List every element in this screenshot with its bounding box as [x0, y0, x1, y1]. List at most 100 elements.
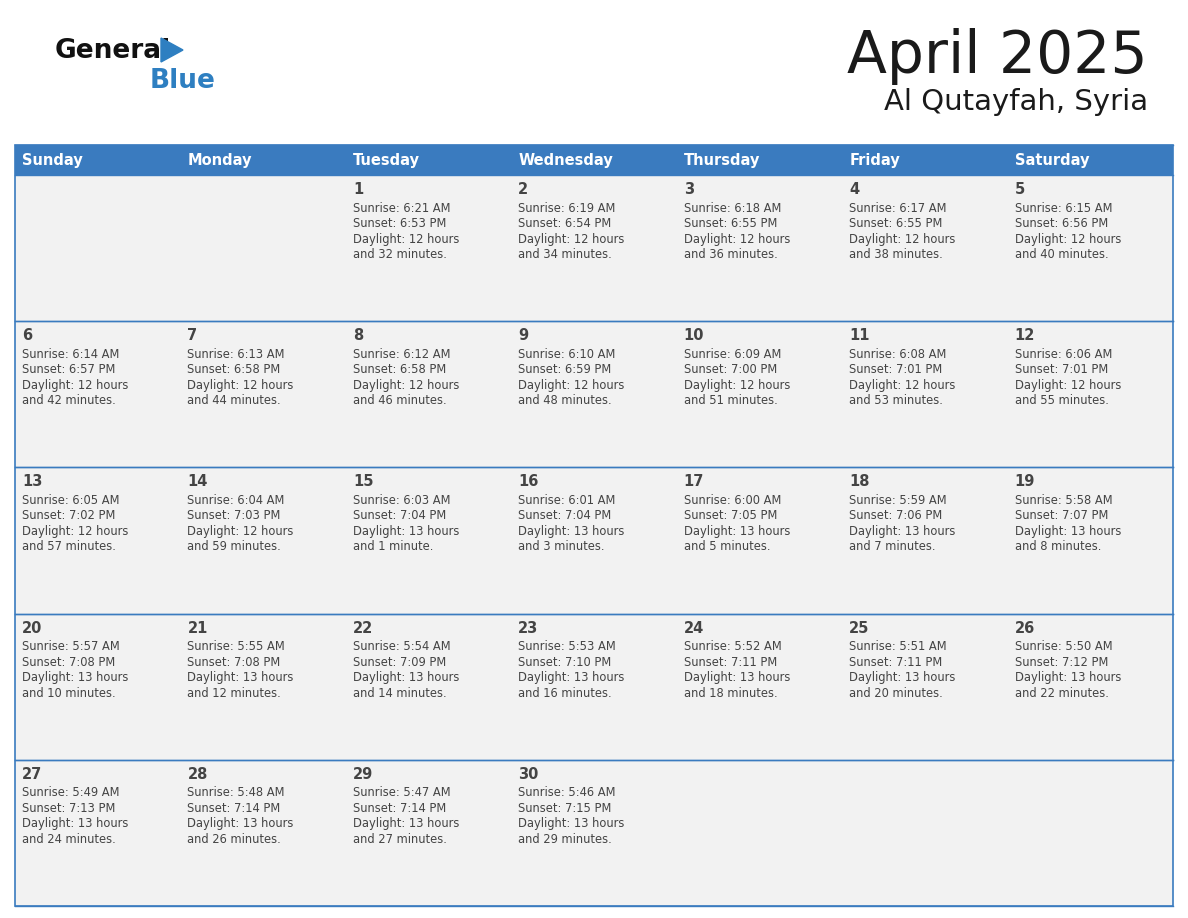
Text: 22: 22	[353, 621, 373, 635]
Text: Sunrise: 6:17 AM: Sunrise: 6:17 AM	[849, 201, 947, 215]
Text: Sunset: 7:07 PM: Sunset: 7:07 PM	[1015, 509, 1108, 522]
Text: and 55 minutes.: and 55 minutes.	[1015, 394, 1108, 408]
Text: Sunrise: 5:51 AM: Sunrise: 5:51 AM	[849, 640, 947, 653]
Text: Sunrise: 5:50 AM: Sunrise: 5:50 AM	[1015, 640, 1112, 653]
Text: 27: 27	[23, 767, 43, 782]
Text: Daylight: 12 hours: Daylight: 12 hours	[518, 379, 625, 392]
Text: Sunrise: 6:18 AM: Sunrise: 6:18 AM	[684, 201, 781, 215]
Text: and 14 minutes.: and 14 minutes.	[353, 687, 447, 700]
Text: and 44 minutes.: and 44 minutes.	[188, 394, 282, 408]
Text: Sunday: Sunday	[23, 152, 83, 167]
Text: Al Qutayfah, Syria: Al Qutayfah, Syria	[884, 88, 1148, 116]
Text: and 10 minutes.: and 10 minutes.	[23, 687, 115, 700]
Text: 6: 6	[23, 329, 32, 343]
Text: Daylight: 13 hours: Daylight: 13 hours	[684, 525, 790, 538]
Text: 4: 4	[849, 182, 859, 197]
Text: Sunset: 6:55 PM: Sunset: 6:55 PM	[849, 217, 942, 230]
Text: 12: 12	[1015, 329, 1035, 343]
Text: 25: 25	[849, 621, 870, 635]
Text: 18: 18	[849, 475, 870, 489]
Text: 20: 20	[23, 621, 43, 635]
Text: Sunset: 7:04 PM: Sunset: 7:04 PM	[518, 509, 612, 522]
Text: and 3 minutes.: and 3 minutes.	[518, 541, 605, 554]
Text: Sunset: 6:55 PM: Sunset: 6:55 PM	[684, 217, 777, 230]
Text: Sunset: 7:02 PM: Sunset: 7:02 PM	[23, 509, 115, 522]
Text: 28: 28	[188, 767, 208, 782]
Text: Daylight: 12 hours: Daylight: 12 hours	[518, 232, 625, 245]
Text: Sunrise: 5:53 AM: Sunrise: 5:53 AM	[518, 640, 617, 653]
Text: Thursday: Thursday	[684, 152, 760, 167]
Text: and 26 minutes.: and 26 minutes.	[188, 833, 282, 845]
Text: Monday: Monday	[188, 152, 252, 167]
Text: Sunrise: 5:46 AM: Sunrise: 5:46 AM	[518, 787, 615, 800]
Text: Sunset: 6:58 PM: Sunset: 6:58 PM	[353, 364, 447, 376]
Text: Sunrise: 5:48 AM: Sunrise: 5:48 AM	[188, 787, 285, 800]
Text: Sunset: 7:05 PM: Sunset: 7:05 PM	[684, 509, 777, 522]
Text: 21: 21	[188, 621, 208, 635]
Text: 23: 23	[518, 621, 538, 635]
Text: and 51 minutes.: and 51 minutes.	[684, 394, 777, 408]
Text: Sunset: 7:08 PM: Sunset: 7:08 PM	[188, 655, 280, 668]
Text: General: General	[55, 38, 171, 64]
Text: Sunrise: 6:09 AM: Sunrise: 6:09 AM	[684, 348, 781, 361]
Text: Sunset: 7:01 PM: Sunset: 7:01 PM	[1015, 364, 1108, 376]
Text: and 16 minutes.: and 16 minutes.	[518, 687, 612, 700]
Text: 9: 9	[518, 329, 529, 343]
Text: 19: 19	[1015, 475, 1035, 489]
Text: and 32 minutes.: and 32 minutes.	[353, 248, 447, 261]
Text: and 48 minutes.: and 48 minutes.	[518, 394, 612, 408]
Text: Sunrise: 6:08 AM: Sunrise: 6:08 AM	[849, 348, 947, 361]
Text: Sunrise: 6:05 AM: Sunrise: 6:05 AM	[23, 494, 120, 507]
Text: Daylight: 12 hours: Daylight: 12 hours	[353, 379, 460, 392]
Text: and 1 minute.: and 1 minute.	[353, 541, 434, 554]
Text: and 20 minutes.: and 20 minutes.	[849, 687, 943, 700]
Text: 2: 2	[518, 182, 529, 197]
Text: Saturday: Saturday	[1015, 152, 1089, 167]
Text: Daylight: 12 hours: Daylight: 12 hours	[684, 232, 790, 245]
Text: Daylight: 12 hours: Daylight: 12 hours	[849, 379, 955, 392]
Text: Daylight: 13 hours: Daylight: 13 hours	[1015, 671, 1121, 684]
Text: and 12 minutes.: and 12 minutes.	[188, 687, 282, 700]
Text: Sunset: 7:06 PM: Sunset: 7:06 PM	[849, 509, 942, 522]
Text: Sunrise: 6:01 AM: Sunrise: 6:01 AM	[518, 494, 615, 507]
Text: and 24 minutes.: and 24 minutes.	[23, 833, 115, 845]
Text: 16: 16	[518, 475, 538, 489]
Text: Sunset: 7:03 PM: Sunset: 7:03 PM	[188, 509, 280, 522]
Text: Daylight: 12 hours: Daylight: 12 hours	[684, 379, 790, 392]
Text: Sunrise: 6:00 AM: Sunrise: 6:00 AM	[684, 494, 781, 507]
Text: Daylight: 12 hours: Daylight: 12 hours	[188, 379, 293, 392]
Text: Sunset: 7:11 PM: Sunset: 7:11 PM	[684, 655, 777, 668]
Text: Sunrise: 6:06 AM: Sunrise: 6:06 AM	[1015, 348, 1112, 361]
Text: Sunrise: 6:21 AM: Sunrise: 6:21 AM	[353, 201, 450, 215]
Text: Daylight: 13 hours: Daylight: 13 hours	[849, 671, 955, 684]
Text: Daylight: 12 hours: Daylight: 12 hours	[353, 232, 460, 245]
Text: Friday: Friday	[849, 152, 899, 167]
Text: Daylight: 12 hours: Daylight: 12 hours	[1015, 379, 1121, 392]
Text: 8: 8	[353, 329, 364, 343]
Text: Daylight: 13 hours: Daylight: 13 hours	[353, 671, 460, 684]
Text: 7: 7	[188, 329, 197, 343]
Text: Sunrise: 5:49 AM: Sunrise: 5:49 AM	[23, 787, 120, 800]
Text: Daylight: 13 hours: Daylight: 13 hours	[23, 817, 128, 830]
Text: Daylight: 13 hours: Daylight: 13 hours	[518, 817, 625, 830]
Text: Sunset: 7:09 PM: Sunset: 7:09 PM	[353, 655, 447, 668]
Text: and 18 minutes.: and 18 minutes.	[684, 687, 777, 700]
Text: Sunrise: 5:59 AM: Sunrise: 5:59 AM	[849, 494, 947, 507]
Text: Sunrise: 5:55 AM: Sunrise: 5:55 AM	[188, 640, 285, 653]
Text: Sunset: 6:58 PM: Sunset: 6:58 PM	[188, 364, 280, 376]
Text: 11: 11	[849, 329, 870, 343]
Text: Sunset: 7:15 PM: Sunset: 7:15 PM	[518, 801, 612, 815]
Text: Daylight: 13 hours: Daylight: 13 hours	[188, 817, 293, 830]
Text: and 29 minutes.: and 29 minutes.	[518, 833, 612, 845]
Text: Sunset: 7:10 PM: Sunset: 7:10 PM	[518, 655, 612, 668]
Text: Sunset: 7:01 PM: Sunset: 7:01 PM	[849, 364, 942, 376]
Text: and 53 minutes.: and 53 minutes.	[849, 394, 943, 408]
Text: and 34 minutes.: and 34 minutes.	[518, 248, 612, 261]
Text: 3: 3	[684, 182, 694, 197]
Text: Sunset: 6:53 PM: Sunset: 6:53 PM	[353, 217, 447, 230]
Text: 1: 1	[353, 182, 364, 197]
Text: Sunrise: 6:04 AM: Sunrise: 6:04 AM	[188, 494, 285, 507]
Text: Daylight: 13 hours: Daylight: 13 hours	[518, 525, 625, 538]
Text: Sunrise: 5:47 AM: Sunrise: 5:47 AM	[353, 787, 450, 800]
Text: and 36 minutes.: and 36 minutes.	[684, 248, 777, 261]
